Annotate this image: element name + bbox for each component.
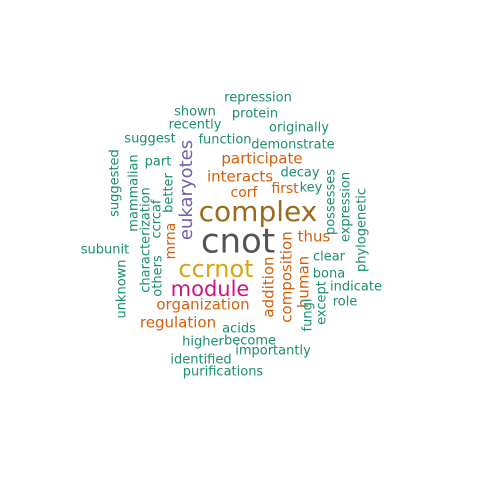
word-bona: bona [313, 267, 345, 282]
word-originally: originally [269, 121, 329, 136]
word-interacts: interacts [207, 168, 273, 186]
word-phylogenetic: phylogenetic [355, 188, 370, 272]
word-participate: participate [221, 150, 302, 168]
word-decay: decay [280, 166, 319, 181]
word-demonstrate: demonstrate [251, 138, 334, 153]
word-suggested: suggested [108, 149, 123, 217]
word-mrna: mrna [163, 223, 179, 260]
word-organization: organization [156, 296, 249, 314]
word-characterization: characterization [139, 187, 154, 293]
word-acids: acids [222, 322, 256, 337]
word-indicate: indicate [330, 280, 382, 295]
word-role: role [333, 295, 358, 310]
word-except: except [315, 281, 330, 325]
word-function: function [198, 133, 251, 148]
word-ccrcaf: ccrcaf [150, 199, 165, 238]
word-recently: recently [169, 118, 222, 133]
word-protein: protein [232, 107, 278, 122]
word-first: first [271, 181, 299, 197]
word-suggest: suggest [124, 132, 175, 147]
word-eukaryotes: eukaryotes [176, 140, 197, 240]
word-become: become [224, 334, 276, 349]
word-mammalian: mammalian [127, 154, 142, 231]
word-ccrnot: ccrnot [178, 255, 253, 283]
word-addition: addition [260, 256, 278, 317]
word-higher: higher [182, 335, 224, 350]
word-expression: expression [339, 172, 354, 242]
word-shown: shown [174, 105, 216, 120]
word-better: better [162, 172, 177, 212]
word-human: human [295, 256, 313, 308]
word-subunit: subunit [81, 243, 129, 258]
word-part: part [145, 155, 172, 170]
word-complex: complex [199, 195, 318, 228]
word-identified: identified [170, 353, 231, 368]
word-regulation: regulation [140, 314, 216, 332]
word-composition: composition [278, 231, 296, 322]
word-cnot: cnot [201, 222, 275, 262]
word-clear: clear [313, 250, 346, 265]
word-purifications: purifications [183, 365, 264, 380]
word-key: key [300, 181, 323, 196]
word-corf: corf [231, 185, 259, 201]
word-unknown: unknown [115, 259, 130, 318]
word-repression: repression [224, 91, 292, 106]
word-fungi: fungi [301, 299, 316, 332]
word-thus: thus [298, 228, 331, 246]
word-others: others [151, 255, 166, 297]
word-importantly: importantly [235, 344, 311, 359]
word-module: module [171, 277, 250, 301]
word-possesses: possesses [324, 169, 339, 235]
